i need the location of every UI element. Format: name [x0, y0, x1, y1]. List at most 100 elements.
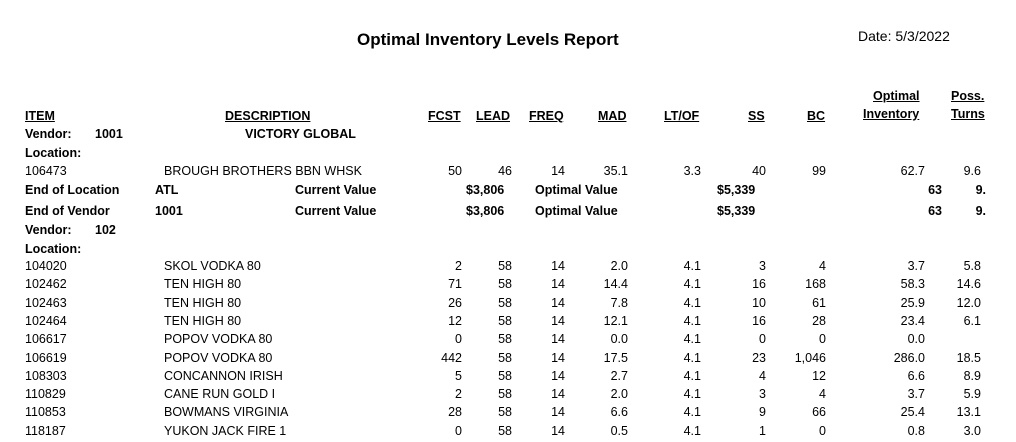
fcst-value: 2	[455, 387, 462, 402]
end-vendor-optimal: 63	[928, 204, 942, 218]
mad-value: 12.1	[603, 313, 628, 328]
freq-value: 14	[551, 368, 565, 383]
vendor-name: VICTORY GLOBAL	[245, 127, 356, 141]
item-description: TEN HIGH 80	[164, 295, 242, 310]
ltof-value: 4.1	[683, 313, 701, 328]
table-row: 106619 POPOV VODKA 80 442 58 14 17.5 4.1 23 1,04…	[0, 351, 1016, 369]
item-description: YUKON JACK FIRE 1	[164, 423, 287, 438]
freq-value: 14	[551, 259, 565, 273]
end-of-vendor-row: End of Vendor 1001 Current Value $3,806 …	[0, 204, 1016, 222]
poss-turns-value: 8.9	[963, 368, 981, 383]
bc-value: 1,046	[794, 350, 826, 365]
item-description: SKOL VODKA 80	[164, 259, 261, 273]
bc-value: 12	[812, 368, 826, 383]
fcst-value: 5	[455, 368, 462, 383]
bc-value: 0	[819, 423, 826, 438]
ss-value: 16	[752, 277, 766, 292]
optimal-value: $5,339	[717, 204, 756, 218]
item-code: 110829	[25, 387, 66, 402]
mad-value: 2.7	[610, 368, 628, 383]
poss-turns-value: 12.0	[956, 295, 981, 310]
poss-turns-value: 6.1	[963, 313, 981, 328]
table-row: 106473 BROUGH BROTHERS BBN WHSK 50 46 14…	[0, 164, 1016, 182]
header-poss-line2: Turns	[951, 107, 985, 121]
freq-value: 14	[551, 277, 565, 292]
ltof-value: 4.1	[683, 259, 701, 273]
optimal-inventory-value: 0.0	[907, 332, 925, 347]
end-vendor-label: End of Vendor	[25, 204, 110, 218]
optimal-inventory-value: 3.7	[907, 387, 925, 402]
ltof-value: 4.1	[683, 295, 701, 310]
mad-value: 6.6	[610, 405, 628, 420]
bc-value: 99	[812, 164, 826, 178]
optimal-inventory-value: 3.7	[907, 259, 925, 273]
ltof-value: 4.1	[683, 350, 701, 365]
lead-value: 58	[498, 277, 512, 292]
lead-value: 58	[498, 313, 512, 328]
ss-value: 9	[759, 405, 766, 420]
current-value-label: Current Value	[295, 204, 377, 218]
lead-value: 58	[498, 368, 512, 383]
poss-turns-value: 9.6	[963, 164, 981, 178]
vendor-id: 1001	[95, 127, 123, 141]
ltof-value: 4.1	[683, 405, 701, 420]
freq-value: 14	[551, 405, 565, 420]
freq-value: 14	[551, 387, 565, 402]
report-date: Date: 5/3/2022	[858, 28, 950, 44]
poss-turns-value: 3.0	[963, 423, 981, 438]
freq-value: 14	[551, 332, 565, 347]
item-code: 118187	[25, 423, 66, 438]
optimal-inventory-value: 23.4	[900, 313, 925, 328]
header-optimal-line2: Inventory	[863, 107, 920, 121]
report-title: Optimal Inventory Levels Report	[357, 30, 619, 49]
lead-value: 58	[498, 423, 512, 438]
freq-value: 14	[551, 313, 565, 328]
item-code: 106619	[25, 350, 67, 365]
item-description: TEN HIGH 80	[164, 277, 242, 292]
fcst-value: 0	[455, 423, 462, 438]
ltof-value: 4.1	[683, 332, 701, 347]
bc-value: 168	[805, 277, 826, 292]
ss-value: 3	[759, 259, 766, 273]
item-code: 108303	[25, 368, 67, 383]
mad-value: 17.5	[603, 350, 628, 365]
freq-value: 14	[551, 295, 565, 310]
item-code: 110853	[25, 405, 66, 420]
item-code: 106617	[25, 332, 67, 347]
optimal-inventory-value: 0.8	[907, 423, 925, 438]
end-location-label: End of Location	[25, 183, 120, 197]
location-label: Location:	[25, 146, 82, 160]
optimal-inventory-value: 286.0	[893, 350, 925, 365]
header-ltof: LT/OF	[664, 109, 700, 123]
item-description: TEN HIGH 80	[164, 313, 242, 328]
item-code: 102462	[25, 277, 67, 292]
end-vendor-turns: 9.	[975, 204, 986, 218]
ss-value: 40	[752, 164, 766, 178]
fcst-value: 28	[448, 405, 462, 420]
lead-value: 58	[498, 350, 512, 365]
ss-value: 10	[752, 295, 766, 310]
bc-value: 4	[819, 387, 826, 402]
freq-value: 14	[551, 164, 565, 178]
item-description: POPOV VODKA 80	[164, 332, 273, 347]
item-code: 106473	[25, 164, 67, 178]
table-row: 106617 POPOV VODKA 80 0 58 14 0.0 4.1 0 0 0.0	[0, 332, 1016, 350]
ltof-value: 4.1	[683, 277, 701, 292]
mad-value: 0.5	[610, 423, 628, 438]
table-row: 110853 BOWMANS VIRGINIA 28 58 14 6.6 4.1 9 66 25.…	[0, 405, 1016, 423]
date-label: Date:	[858, 28, 892, 44]
table-row: 108303 CONCANNON IRISH 5 58 14 2.7 4.1 4 12 6.6 8.…	[0, 369, 1016, 387]
table-row: 104020 SKOL VODKA 80 2 58 14 2.0 4.1 3 4 3.7 5.8	[0, 259, 1016, 277]
fcst-value: 26	[448, 295, 462, 310]
optimal-inventory-value: 25.4	[900, 405, 925, 420]
vendor-id: 102	[95, 223, 116, 237]
header-description: DESCRIPTION	[225, 109, 311, 123]
item-description: BOWMANS VIRGINIA	[164, 405, 289, 420]
ss-value: 1	[759, 423, 766, 438]
lead-value: 58	[498, 405, 512, 420]
item-description: CANE RUN GOLD I	[164, 387, 276, 402]
bc-value: 4	[819, 259, 826, 273]
mad-value: 2.0	[610, 387, 628, 402]
header-bc: BC	[807, 109, 826, 123]
lead-value: 58	[498, 332, 512, 347]
